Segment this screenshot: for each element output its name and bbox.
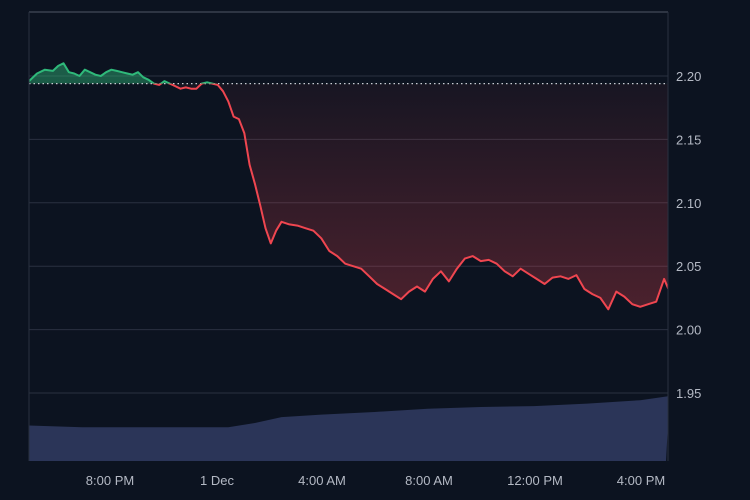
loss-fill	[153, 83, 668, 310]
x-axis: 8:00 PM 1 Dec 4:00 AM 8:00 AM 12:00 PM 4:00 P…	[86, 473, 665, 488]
x-tick-label: 4:00 AM	[298, 473, 346, 488]
y-tick-label: 1.95	[676, 386, 701, 401]
volume-bars	[29, 396, 668, 461]
y-axis: 2.20 2.15 2.10 2.05 2.00 1.95	[676, 69, 701, 401]
price-line-up	[29, 62, 217, 84]
plot-frame	[28, 11, 669, 461]
y-tick-label: 2.05	[676, 259, 701, 274]
y-tick-label: 2.15	[676, 132, 701, 147]
x-tick-label: 4:00 PM	[617, 473, 665, 488]
x-tick-label: 8:00 AM	[405, 473, 453, 488]
price-line[interactable]	[29, 62, 670, 311]
price-line-down	[152, 83, 668, 311]
y-tick-label: 2.00	[676, 323, 701, 338]
y-tick-label: 2.10	[676, 196, 701, 211]
x-tick-label: 8:00 PM	[86, 473, 134, 488]
x-tick-label: 1 Dec	[200, 473, 234, 488]
gain-fill	[29, 63, 668, 84]
y-tick-label: 2.20	[676, 69, 701, 84]
volume-area	[29, 396, 668, 461]
x-tick-label: 12:00 PM	[507, 473, 563, 488]
price-fills	[29, 63, 668, 310]
